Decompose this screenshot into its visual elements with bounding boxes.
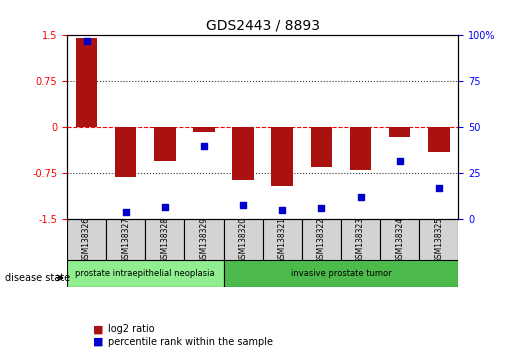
Text: GSM138327: GSM138327 (121, 217, 130, 263)
Text: GSM138324: GSM138324 (395, 217, 404, 263)
Bar (389, 127, 410, 137)
FancyBboxPatch shape (263, 219, 302, 260)
Text: GSM138320: GSM138320 (238, 217, 248, 263)
Text: invasive prostate tumor: invasive prostate tumor (290, 269, 391, 278)
Point (82, 38, 91, 44)
FancyBboxPatch shape (302, 219, 341, 260)
FancyBboxPatch shape (224, 260, 458, 287)
FancyBboxPatch shape (380, 219, 419, 260)
Text: prostate intraepithelial neoplasia: prostate intraepithelial neoplasia (75, 269, 215, 278)
Bar (76, 39, 97, 127)
Text: GSM138321: GSM138321 (278, 217, 287, 263)
FancyBboxPatch shape (67, 260, 224, 287)
Title: GDS2443 / 8893: GDS2443 / 8893 (205, 19, 320, 33)
Text: GSM138323: GSM138323 (356, 217, 365, 263)
Bar (115, 127, 136, 177)
Point (122, 209, 130, 215)
FancyBboxPatch shape (145, 219, 184, 260)
FancyBboxPatch shape (106, 219, 145, 260)
Point (161, 204, 169, 210)
Point (317, 206, 325, 211)
Bar (271, 127, 293, 186)
Text: GSM138328: GSM138328 (160, 217, 169, 263)
Point (396, 158, 404, 164)
Text: GSM138326: GSM138326 (82, 217, 91, 263)
Point (278, 207, 286, 213)
Bar (428, 127, 450, 152)
FancyBboxPatch shape (224, 219, 263, 260)
Point (200, 143, 208, 149)
Bar (193, 127, 215, 132)
FancyBboxPatch shape (341, 219, 380, 260)
Text: ■: ■ (93, 324, 103, 334)
Point (435, 185, 443, 191)
Point (356, 195, 365, 200)
FancyBboxPatch shape (184, 219, 224, 260)
Bar (154, 127, 176, 161)
Text: GSM138322: GSM138322 (317, 217, 326, 263)
Bar (311, 127, 332, 167)
Point (239, 202, 247, 207)
Text: percentile rank within the sample: percentile rank within the sample (108, 337, 273, 347)
Text: ■: ■ (93, 337, 103, 347)
Text: GSM138325: GSM138325 (434, 217, 443, 263)
Text: GSM138329: GSM138329 (199, 217, 209, 263)
Text: disease state: disease state (5, 273, 70, 283)
Text: log2 ratio: log2 ratio (108, 324, 155, 334)
FancyBboxPatch shape (67, 219, 106, 260)
Bar (232, 127, 254, 179)
FancyBboxPatch shape (419, 219, 458, 260)
Bar (350, 127, 371, 170)
